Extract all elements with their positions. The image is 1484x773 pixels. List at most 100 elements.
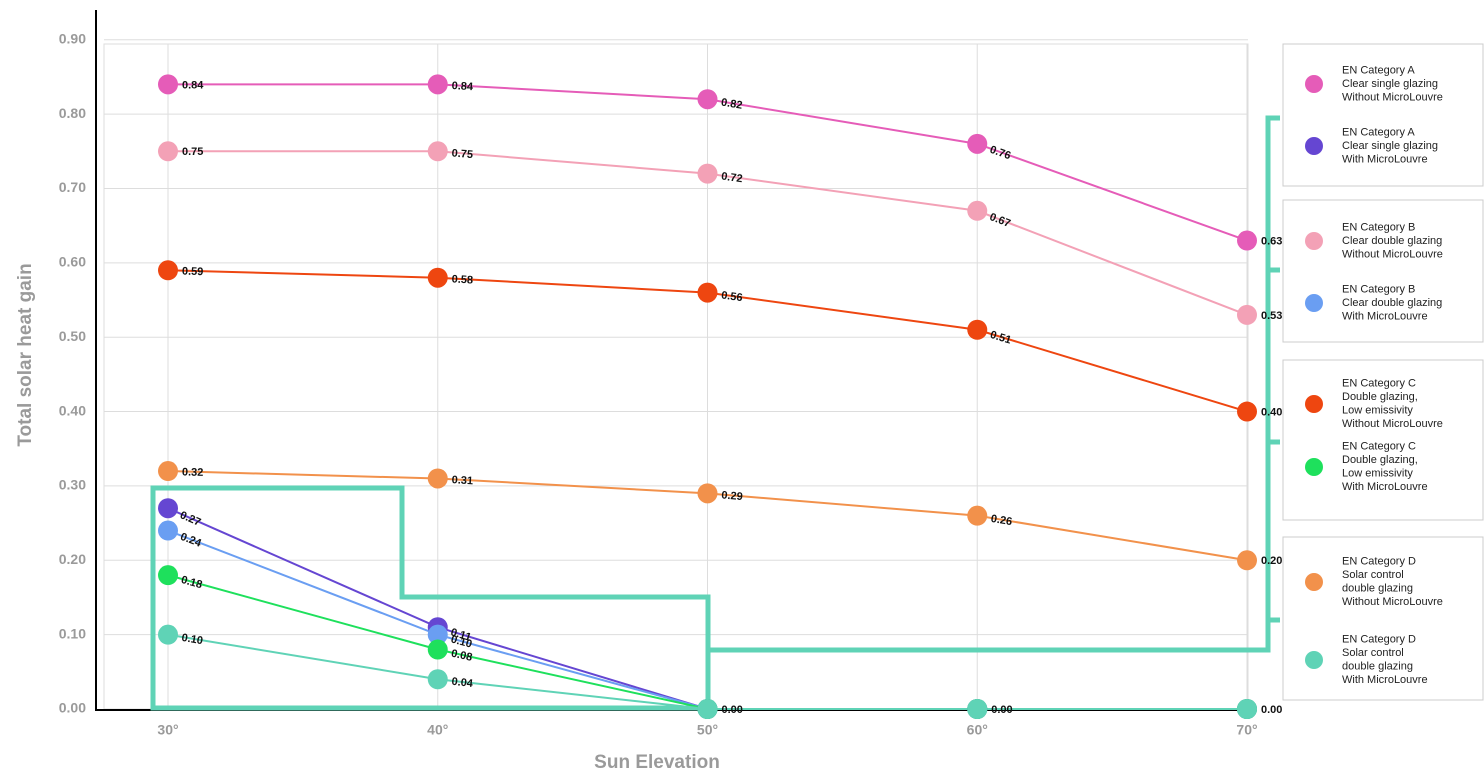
legend-label: Solar control [1342, 647, 1404, 659]
data-point [967, 699, 988, 719]
legend-label: EN Category B [1342, 221, 1415, 233]
y-tick-label: 0.80 [59, 105, 86, 121]
legend-label: With MicroLouvre [1342, 310, 1428, 322]
legend-marker [1305, 294, 1323, 312]
data-point [427, 669, 448, 690]
data-point [427, 74, 448, 95]
legend-marker [1305, 232, 1323, 250]
data-label: 0.53 [1261, 310, 1282, 322]
legend-marker [1305, 651, 1323, 669]
x-tick-label: 30° [157, 722, 178, 738]
data-label: 0.11 [449, 626, 472, 644]
data-label: 0.58 [451, 273, 473, 286]
grid [104, 39, 1248, 710]
data-point [158, 461, 178, 482]
legend-marker [1305, 458, 1323, 476]
legend-label: EN Category D [1342, 556, 1416, 568]
legend-label: double glazing [1342, 583, 1413, 595]
legend-label: EN Category C [1342, 441, 1416, 453]
data-point [1237, 401, 1257, 422]
legend-label: Clear single glazing [1342, 140, 1438, 152]
legend-label: With MicroLouvre [1342, 481, 1428, 493]
data-label: 0.32 [182, 466, 204, 479]
legend-label: Solar control [1342, 569, 1404, 581]
data-label: 0.76 [988, 144, 1012, 163]
legend-marker [1305, 75, 1323, 93]
plot-frame [103, 43, 1249, 710]
legend-label: EN Category A [1342, 64, 1415, 76]
data-point [967, 319, 988, 340]
data-label: 0.51 [989, 329, 1013, 347]
data-label: 0.84 [451, 80, 474, 93]
legend-label: EN Category A [1342, 126, 1415, 138]
y-tick-label: 0.60 [59, 254, 86, 270]
data-point [967, 133, 988, 154]
legend-label: Low emissivity [1342, 405, 1413, 417]
data-label: 0.67 [988, 211, 1012, 230]
data-label: 0.82 [720, 96, 743, 111]
x-tick-label: 70° [1236, 722, 1257, 738]
data-label: 0.84 [182, 79, 204, 91]
y-tick-label: 0.70 [59, 179, 86, 195]
legend-label: Clear double glazing [1342, 235, 1442, 247]
data-label: 0.00 [722, 704, 743, 716]
data-point [1237, 699, 1257, 719]
data-label: 0.63 [1261, 235, 1282, 247]
data-label: 0.00 [991, 704, 1012, 716]
data-label: 0.56 [720, 289, 743, 304]
legend-label: Low emissivity [1342, 468, 1413, 480]
data-label: 0.29 [721, 489, 743, 503]
legend-marker [1305, 573, 1323, 591]
data-point [158, 498, 178, 519]
data-point [158, 74, 178, 95]
data-label: 0.72 [720, 170, 743, 185]
data-label: 0.10 [181, 632, 204, 647]
data-point [967, 200, 988, 221]
legend-marker [1305, 395, 1323, 413]
data-point [697, 89, 718, 110]
legend-label: Clear single glazing [1342, 78, 1438, 90]
y-tick-label: 0.50 [59, 328, 86, 344]
legend-label: Without MicroLouvre [1342, 248, 1443, 260]
data-point [158, 624, 178, 645]
data-point [158, 260, 178, 281]
y-tick-label: 0.90 [59, 30, 86, 46]
data-label: 0.18 [180, 574, 204, 591]
data-point [697, 483, 718, 504]
y-tick-label: 0.10 [59, 625, 86, 641]
data-point [697, 699, 718, 719]
data-label: 0.40 [1261, 406, 1282, 418]
data-point [427, 468, 448, 489]
y-tick-label: 0.30 [59, 477, 86, 493]
legend-label: Double glazing, [1342, 454, 1418, 466]
data-label: 0.24 [179, 531, 204, 550]
legend-label: double glazing [1342, 661, 1413, 673]
data-label: 0.31 [451, 474, 473, 487]
legend-label: With MicroLouvre [1342, 674, 1428, 686]
y-tick-label: 0.00 [59, 700, 86, 716]
data-label: 0.08 [450, 648, 474, 664]
legend-label: With MicroLouvre [1342, 153, 1428, 165]
legend-label: EN Category B [1342, 283, 1415, 295]
highlight [150, 115, 1280, 711]
legend-marker [1305, 137, 1323, 155]
data-point [697, 282, 718, 303]
data-label: 0.59 [182, 266, 204, 279]
y-tick-label: 0.20 [59, 551, 86, 567]
legend-label: Double glazing, [1342, 391, 1418, 403]
data-point [697, 163, 718, 184]
legend-label: Without MicroLouvre [1342, 91, 1443, 103]
data-point [1237, 230, 1257, 251]
data-point [967, 505, 988, 526]
data-label: 0.04 [451, 676, 474, 690]
data-label: 0.75 [182, 146, 203, 158]
x-tick-label: 60° [967, 722, 988, 738]
y-tick-label: 0.40 [59, 402, 86, 418]
legend-label: Clear double glazing [1342, 297, 1442, 309]
data-point [158, 141, 178, 162]
legend-label: EN Category D [1342, 634, 1416, 646]
data-label: 0.27 [178, 509, 202, 529]
data-point [158, 565, 178, 586]
data-point [1237, 304, 1257, 325]
